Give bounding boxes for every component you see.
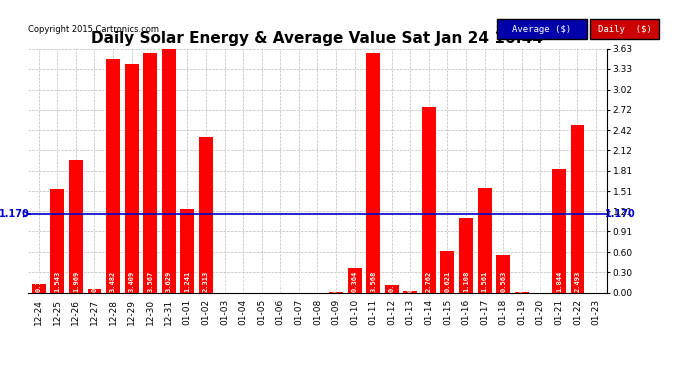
Bar — [440, 251, 455, 292]
Text: 0.364: 0.364 — [351, 271, 357, 292]
Bar — [459, 218, 473, 292]
Text: 3.409: 3.409 — [128, 271, 135, 292]
Text: 2.313: 2.313 — [203, 271, 209, 292]
Text: 2.493: 2.493 — [575, 271, 580, 292]
Bar — [496, 255, 510, 292]
Text: 0.006: 0.006 — [333, 271, 339, 292]
Text: 3.568: 3.568 — [370, 271, 376, 292]
Bar — [422, 107, 436, 292]
Text: 0.000: 0.000 — [221, 271, 228, 292]
Bar — [404, 291, 417, 292]
Text: Copyright 2015 Cartronics.com: Copyright 2015 Cartronics.com — [28, 25, 159, 34]
Bar — [199, 137, 213, 292]
Text: 0.000: 0.000 — [593, 271, 599, 292]
Text: 3.482: 3.482 — [110, 271, 116, 292]
Bar — [144, 53, 157, 292]
Text: 0.000: 0.000 — [315, 271, 320, 292]
Text: 2.762: 2.762 — [426, 271, 432, 292]
Text: 1.241: 1.241 — [184, 271, 190, 292]
Text: 0.000: 0.000 — [259, 271, 265, 292]
Bar — [162, 49, 176, 292]
Text: 1.844: 1.844 — [556, 271, 562, 292]
Bar — [385, 285, 399, 292]
Text: Average ($): Average ($) — [512, 25, 571, 34]
Text: 3.629: 3.629 — [166, 271, 172, 292]
Bar — [125, 64, 139, 292]
Text: 0.000: 0.000 — [538, 271, 543, 292]
Text: 0.563: 0.563 — [500, 271, 506, 292]
Bar — [348, 268, 362, 292]
Text: 0.621: 0.621 — [444, 271, 451, 292]
Bar — [88, 290, 101, 292]
Bar — [366, 53, 380, 292]
Bar — [32, 284, 46, 292]
Bar — [552, 169, 566, 292]
Text: 3.567: 3.567 — [147, 271, 153, 292]
Text: 0.000: 0.000 — [277, 271, 284, 292]
Bar — [571, 125, 584, 292]
Bar — [180, 209, 195, 292]
Text: 0.000: 0.000 — [240, 271, 246, 292]
Text: 1.561: 1.561 — [482, 271, 488, 292]
Text: 0.024: 0.024 — [407, 271, 413, 292]
Bar — [477, 188, 491, 292]
Text: 0.000: 0.000 — [296, 271, 302, 292]
Text: 1.108: 1.108 — [463, 271, 469, 292]
Text: 0.004: 0.004 — [519, 271, 525, 292]
Text: 1.969: 1.969 — [73, 271, 79, 292]
Text: 1.170: 1.170 — [0, 209, 30, 219]
Bar — [106, 59, 120, 292]
Text: 1.170: 1.170 — [605, 209, 636, 219]
Text: 0.132: 0.132 — [36, 271, 42, 292]
Bar — [50, 189, 64, 292]
Text: Daily  ($): Daily ($) — [598, 25, 651, 34]
Text: 1.543: 1.543 — [55, 271, 60, 292]
Title: Daily Solar Energy & Average Value Sat Jan 24 16:44: Daily Solar Energy & Average Value Sat J… — [91, 31, 544, 46]
Text: 0.107: 0.107 — [388, 271, 395, 292]
Bar — [69, 160, 83, 292]
Text: 0.046: 0.046 — [92, 271, 97, 292]
